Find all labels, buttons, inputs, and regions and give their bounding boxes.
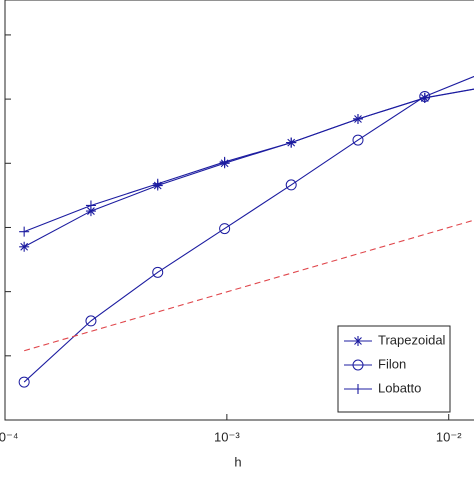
plot-area	[18, 75, 474, 388]
marker	[85, 315, 97, 327]
series-line	[24, 219, 474, 352]
legend-label: Trapezoidal	[378, 332, 446, 347]
x-tick-label: 10⁻³	[214, 429, 240, 444]
marker	[219, 156, 230, 167]
marker	[352, 113, 363, 124]
x-tick-label: 10⁻²	[436, 429, 462, 444]
marker	[219, 223, 231, 235]
marker	[353, 384, 363, 394]
marker	[152, 178, 163, 189]
marker	[85, 206, 96, 217]
x-axis-label: h	[234, 454, 241, 469]
marker	[18, 376, 30, 388]
marker	[19, 241, 30, 252]
marker	[352, 134, 364, 146]
series-line	[23, 88, 474, 233]
marker	[285, 179, 297, 191]
marker	[353, 336, 363, 346]
marker	[286, 137, 297, 148]
marker	[19, 226, 30, 237]
marker	[85, 200, 96, 211]
series-line	[23, 75, 474, 383]
marker	[419, 92, 430, 103]
legend-label: Lobatto	[378, 380, 421, 395]
marker	[152, 266, 164, 278]
legend-label: Filon	[378, 356, 406, 371]
x-tick-label: 10⁻⁴	[0, 429, 18, 444]
marker	[352, 359, 364, 371]
